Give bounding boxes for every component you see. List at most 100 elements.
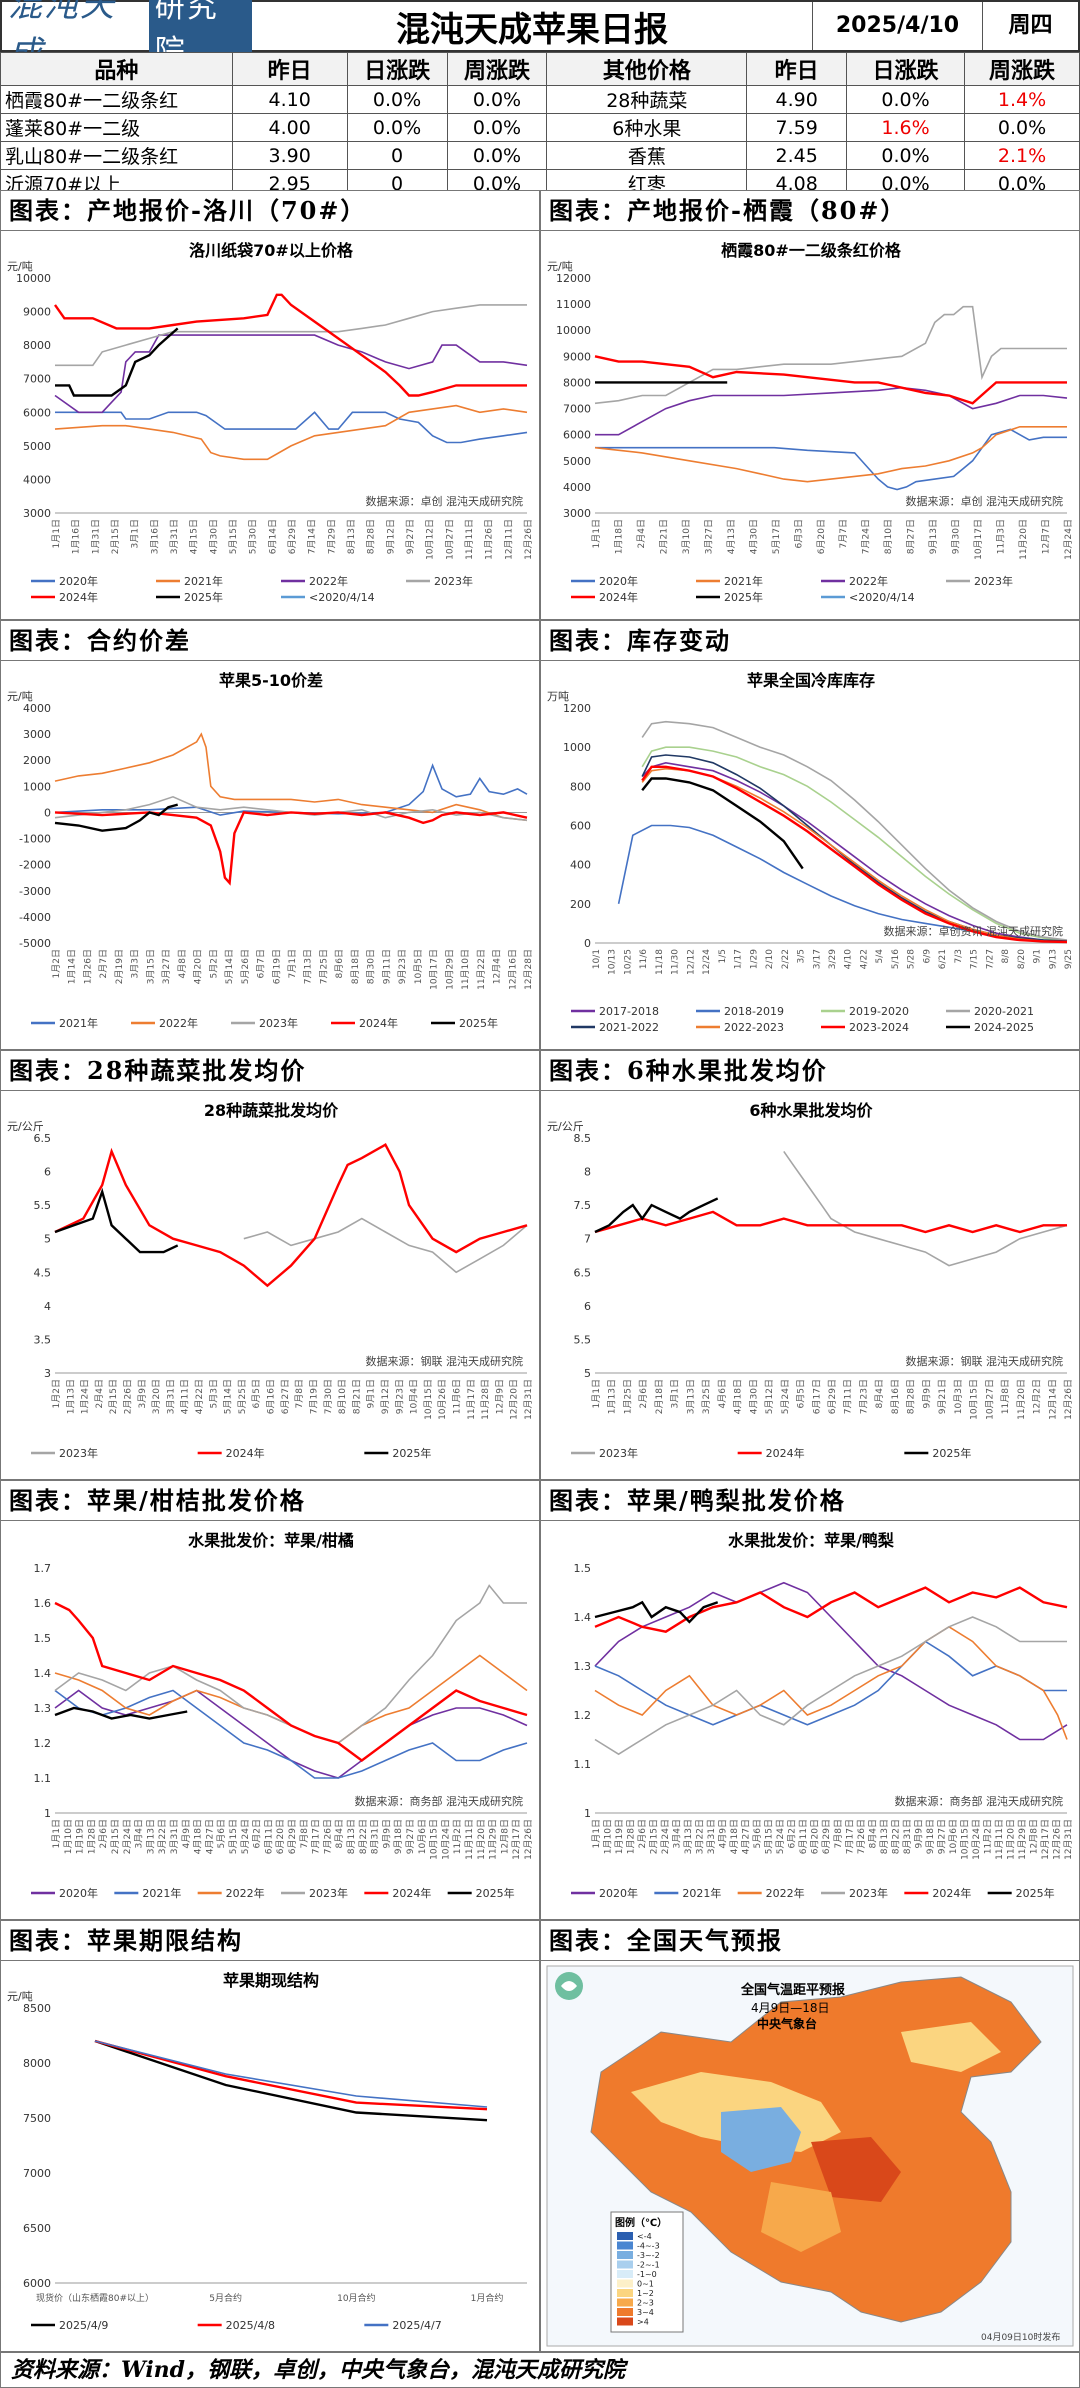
series-line bbox=[243, 1217, 528, 1274]
series-line bbox=[641, 765, 1068, 944]
x-tick-label: 6月20日 bbox=[275, 1819, 286, 1854]
x-tick-label: 11月6日 bbox=[451, 1379, 462, 1414]
series-line bbox=[54, 1654, 528, 1744]
panel-header: 图表：苹果期限结构 bbox=[1, 1921, 539, 1961]
legend-color-chip bbox=[617, 2317, 633, 2326]
col-header: 品种 bbox=[0, 52, 233, 86]
series-line bbox=[54, 334, 528, 414]
series-line bbox=[54, 1143, 528, 1288]
series-line bbox=[55, 304, 527, 367]
x-tick-label: 9/13 bbox=[1048, 949, 1058, 969]
y-tick-label: 4000 bbox=[563, 481, 591, 494]
x-tick-label: 6/21 bbox=[938, 949, 948, 969]
x-tick-label: 10月24日 bbox=[440, 1819, 451, 1860]
x-tick-label: 11月29日 bbox=[1017, 1819, 1028, 1860]
source-note: 数据来源：商务部 混沌天成研究院 bbox=[895, 1794, 1064, 1808]
x-tick-label: 6月2日 bbox=[787, 1819, 798, 1848]
x-tick-label: 3月31日 bbox=[169, 519, 180, 554]
x-tick-label: 11月2日 bbox=[452, 1819, 463, 1854]
chart-title: 苹果期现结构 bbox=[223, 1971, 319, 1990]
panel-qixia-price: 图表：产地报价-栖霞（80#） 栖霞80#一二级条红价格 元/吨 3000 4000 5… bbox=[540, 190, 1080, 620]
x-tick-label: 11月29日 bbox=[488, 1819, 499, 1860]
x-tick-label: 7月26日 bbox=[322, 1819, 333, 1854]
y-tick-label: 8000 bbox=[23, 2057, 51, 2070]
x-tick-label: 7月24日 bbox=[861, 519, 872, 554]
y-tick-label: 1.4 bbox=[34, 1667, 52, 1680]
legend-label: 2023年 bbox=[59, 1446, 98, 1460]
x-tick-label: 3/29 bbox=[828, 949, 838, 969]
table-cell: 1.6% bbox=[846, 113, 966, 142]
legend-label: 2025年 bbox=[932, 1446, 971, 1460]
y-tick-label: 6.5 bbox=[34, 1132, 52, 1145]
x-tick-label: 12月11日 bbox=[503, 519, 514, 560]
x-tick-label: 4/22 bbox=[859, 949, 869, 969]
x-tick-label: 7月7日 bbox=[838, 519, 849, 548]
series-line bbox=[94, 2039, 488, 2111]
x-tick-label: 10月合约 bbox=[337, 2292, 375, 2304]
x-tick-label: 6月20日 bbox=[810, 1819, 821, 1854]
legend-label: 2025年 bbox=[184, 590, 223, 604]
x-tick-label: 3月4日 bbox=[672, 1819, 683, 1848]
panel-apple-citrus: 图表：苹果/柑桔批发价格 水果批发价：苹果/柑橘 1 1.1 1.2 1.3 1.4 1.5… bbox=[0, 1480, 540, 1920]
x-tick-label: 6月19日 bbox=[271, 949, 282, 984]
series-line bbox=[594, 1640, 1067, 1726]
x-tick-label: 10月29日 bbox=[444, 949, 455, 990]
x-tick-label: 8/20 bbox=[1017, 949, 1027, 969]
series-line bbox=[94, 2040, 488, 2108]
x-tick-label: 12月26日 bbox=[523, 1819, 534, 1860]
x-tick-label: 8/8 bbox=[1001, 949, 1011, 964]
x-tick-label: 8月22日 bbox=[890, 1819, 901, 1854]
y-tick-label: 7500 bbox=[23, 2112, 51, 2125]
x-tick-label: 12月8日 bbox=[1028, 1819, 1039, 1854]
series-line bbox=[54, 763, 528, 816]
y-tick-label: 200 bbox=[570, 898, 591, 911]
map-region-northeast bbox=[901, 2022, 1001, 2072]
x-tick-label: 9月30日 bbox=[951, 519, 962, 554]
legend-color-chip bbox=[617, 2289, 633, 2297]
x-tick-label: 10月5日 bbox=[413, 949, 424, 984]
y-tick-label: 10000 bbox=[16, 272, 51, 285]
x-tick-label: 12月26日 bbox=[1063, 1379, 1074, 1420]
x-tick-label: 6月11日 bbox=[263, 1819, 274, 1854]
y-tick-label: 1.5 bbox=[34, 1632, 52, 1645]
col-header: 昨日 bbox=[231, 52, 348, 86]
y-tick-label: 11000 bbox=[556, 298, 591, 311]
table-cell: 0.0% bbox=[964, 113, 1080, 142]
chart-title: 苹果全国冷库库存 bbox=[747, 671, 875, 690]
x-tick-label: 9月27日 bbox=[405, 519, 416, 554]
x-tick-label: 2月19日 bbox=[114, 949, 125, 984]
legend-label: 2024年 bbox=[599, 590, 638, 604]
x-tick-label: 8月27日 bbox=[906, 519, 917, 554]
x-tick-label: 7月11日 bbox=[843, 1379, 854, 1414]
legend-label: 2020年 bbox=[599, 574, 638, 588]
x-tick-label: 8月28日 bbox=[366, 519, 377, 554]
x-tick-label: 1/5 bbox=[718, 949, 728, 963]
x-tick-label: 3月20日 bbox=[151, 1379, 162, 1414]
y-tick-label: 6000 bbox=[23, 2277, 51, 2290]
y-tick-label: 6 bbox=[584, 1300, 591, 1313]
legend-color-chip bbox=[617, 2298, 633, 2307]
x-tick-label: 12月14日 bbox=[1047, 1379, 1058, 1420]
y-tick-label: 5 bbox=[584, 1367, 591, 1380]
legend-value: 1~2 bbox=[637, 2289, 654, 2298]
x-tick-label: 8月13日 bbox=[346, 519, 357, 554]
series-line bbox=[641, 746, 1068, 942]
x-tick-label: 10月12日 bbox=[425, 519, 436, 560]
x-tick-label: 6月29日 bbox=[827, 1379, 838, 1414]
table-cell: 2.1% bbox=[964, 141, 1080, 170]
x-tick-label: 11月26日 bbox=[484, 519, 495, 560]
x-tick-label: 9月21日 bbox=[937, 1379, 948, 1414]
x-tick-label: 2月24日 bbox=[660, 1819, 671, 1854]
series-line bbox=[641, 767, 1068, 943]
x-tick-label: 3/5 bbox=[797, 949, 807, 963]
legend-title: 图例（℃） bbox=[615, 2216, 667, 2229]
series-line bbox=[594, 1210, 1067, 1234]
price-table-header: 品种 昨日 日涨跌 周涨跌 其他价格 昨日 日涨跌 周涨跌 bbox=[0, 52, 1080, 86]
x-tick-label: 5/28 bbox=[907, 949, 917, 969]
x-tick-label: 1月合约 bbox=[471, 2292, 504, 2304]
x-tick-label: 5月24日 bbox=[240, 1819, 251, 1854]
x-tick-label: 1月24日 bbox=[80, 1379, 91, 1414]
x-tick-label: 6月5日 bbox=[796, 1379, 807, 1408]
